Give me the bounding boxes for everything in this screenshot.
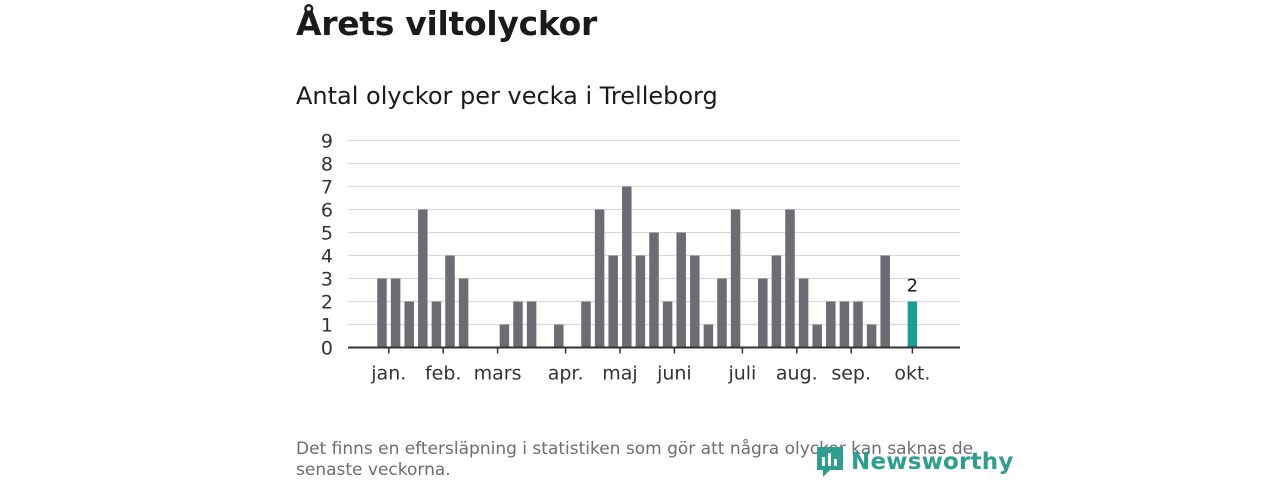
x-tick-label: maj [602,363,637,385]
x-tick-label: juni [656,363,692,385]
bar-week-14[interactable] [554,324,564,348]
bar-week-7[interactable] [458,278,469,348]
x-tick-label: sep. [831,363,871,385]
x-tick-label: aug. [776,363,818,385]
chart-subtitle: Antal olyckor per vecka i Trelleborg [296,82,718,110]
bar-week-24[interactable] [690,255,700,348]
bar-week-20[interactable] [635,255,646,348]
bar-week-6[interactable] [445,255,455,348]
bar-week-4[interactable] [418,209,428,348]
bar-week-21[interactable] [649,232,659,348]
bar-week-38[interactable] [880,255,890,348]
newsworthy-logo[interactable]: Newsworthy [815,445,1014,479]
y-tick-label: 9 [321,131,333,153]
bar-week-35[interactable] [839,301,850,348]
bar-week-10[interactable] [499,324,510,348]
x-tick-label: juli [727,363,756,385]
bar-week-32[interactable] [798,278,809,348]
bar-week-23[interactable] [676,232,686,348]
y-tick-label: 8 [321,154,333,176]
data-labels: 2 [907,276,918,297]
chart-title: Årets viltolyckor [296,4,597,43]
bar-week-26[interactable] [717,278,727,348]
x-tick-label: apr. [548,363,584,385]
x-tick-label: jan. [370,363,406,385]
y-tick-label: 0 [321,338,333,360]
bar-week-30[interactable] [771,255,782,348]
y-tick-label: 3 [321,269,333,291]
newsworthy-logo-icon [817,447,843,477]
y-tick-label: 6 [321,200,333,222]
bar-week-27[interactable] [730,209,741,348]
bar-week-17[interactable] [594,209,605,348]
bar-week-18[interactable] [608,255,618,348]
y-tick-label: 5 [321,223,333,245]
y-tick-label: 1 [321,315,333,337]
bar-week-33[interactable] [812,324,822,348]
bar-week-31[interactable] [785,209,795,348]
y-tick-label: 4 [321,246,333,268]
bar-week-5[interactable] [431,301,442,348]
bar-week-29[interactable] [758,278,768,348]
x-axis-ticks: jan. feb. mars apr. maj juni juli aug. sep. okt. [370,347,930,385]
y-tick-label: 2 [321,292,333,314]
bar-week-25[interactable] [703,324,714,348]
x-tick-label: feb. [425,363,461,385]
bar-week-3[interactable] [404,301,414,348]
bar-week-19[interactable] [622,186,632,348]
bar-week-40[interactable] [907,301,918,348]
bar-week-11[interactable] [513,301,523,348]
bar-week-37[interactable] [866,324,877,348]
highlight-value-label: 2 [907,276,918,297]
bar-week-22[interactable] [662,301,673,348]
bar-week-12[interactable] [526,301,537,348]
newsworthy-logo-text: Newsworthy [851,449,1014,475]
bar-week-36[interactable] [853,301,863,348]
x-tick-label: mars [474,363,522,385]
footnote: Det finns en eftersläpning i statistiken… [296,439,974,480]
bars [377,186,918,348]
y-tick-label: 7 [321,177,333,199]
x-tick-label: okt. [894,363,930,385]
bar-week-16[interactable] [581,301,591,348]
bar-week-2[interactable] [390,278,401,348]
bar-week-34[interactable] [826,301,836,348]
bar-week-1[interactable] [377,278,387,348]
